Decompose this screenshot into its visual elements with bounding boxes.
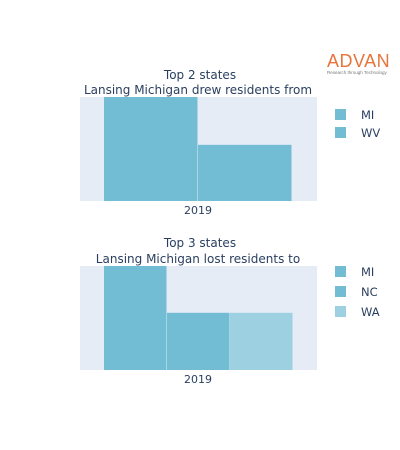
chart-1-legend: MI WV	[335, 108, 380, 140]
chart-1-title-line-2: Lansing Michigan drew residents from	[84, 83, 312, 97]
legend-label-wv: WV	[361, 126, 380, 140]
legend-swatch-wv	[335, 127, 346, 138]
legend-label-mi-2: MI	[361, 265, 374, 279]
bar-nc-2[interactable]	[167, 312, 230, 370]
legend-item-mi-2[interactable]: MI	[335, 265, 374, 279]
chart-drew-residents-from: Top 2 states Lansing Michigan drew resid…	[80, 68, 380, 217]
legend-label-nc: NC	[361, 285, 378, 299]
legend-item-mi[interactable]: MI	[335, 108, 374, 122]
bar-mi-1[interactable]	[104, 97, 198, 201]
chart-1-bars	[104, 97, 292, 201]
bar-wv-1[interactable]	[198, 144, 292, 201]
chart-1-title-line-1: Top 2 states	[163, 68, 236, 82]
logo-wordmark: ADVAN	[327, 51, 391, 71]
chart-2-x-tick-label: 2019	[184, 373, 212, 386]
legend-swatch-wa	[335, 306, 346, 317]
chart-2-title-line-2: Lansing Michigan lost residents to	[96, 252, 300, 266]
chart-lost-residents-to: Top 3 states Lansing Michigan lost resid…	[80, 236, 380, 386]
bar-mi-2[interactable]	[104, 266, 167, 370]
logo-tagline: Research through Technology	[327, 70, 387, 75]
chart-2-title-line-1: Top 3 states	[163, 236, 236, 250]
chart-1-x-tick-label: 2019	[184, 204, 212, 217]
chart-2-bars	[104, 266, 293, 370]
advan-logo: ADVAN Research through Technology	[327, 52, 395, 76]
legend-item-wv[interactable]: WV	[335, 126, 380, 140]
legend-item-nc[interactable]: NC	[335, 285, 378, 299]
chart-2-legend: MI NC WA	[335, 265, 380, 319]
legend-label-mi: MI	[361, 108, 374, 122]
legend-item-wa[interactable]: WA	[335, 305, 380, 319]
bar-wa-2[interactable]	[230, 312, 293, 370]
legend-swatch-mi	[335, 109, 346, 120]
legend-swatch-nc	[335, 286, 346, 297]
legend-swatch-mi-2	[335, 266, 346, 277]
legend-label-wa: WA	[361, 305, 380, 319]
